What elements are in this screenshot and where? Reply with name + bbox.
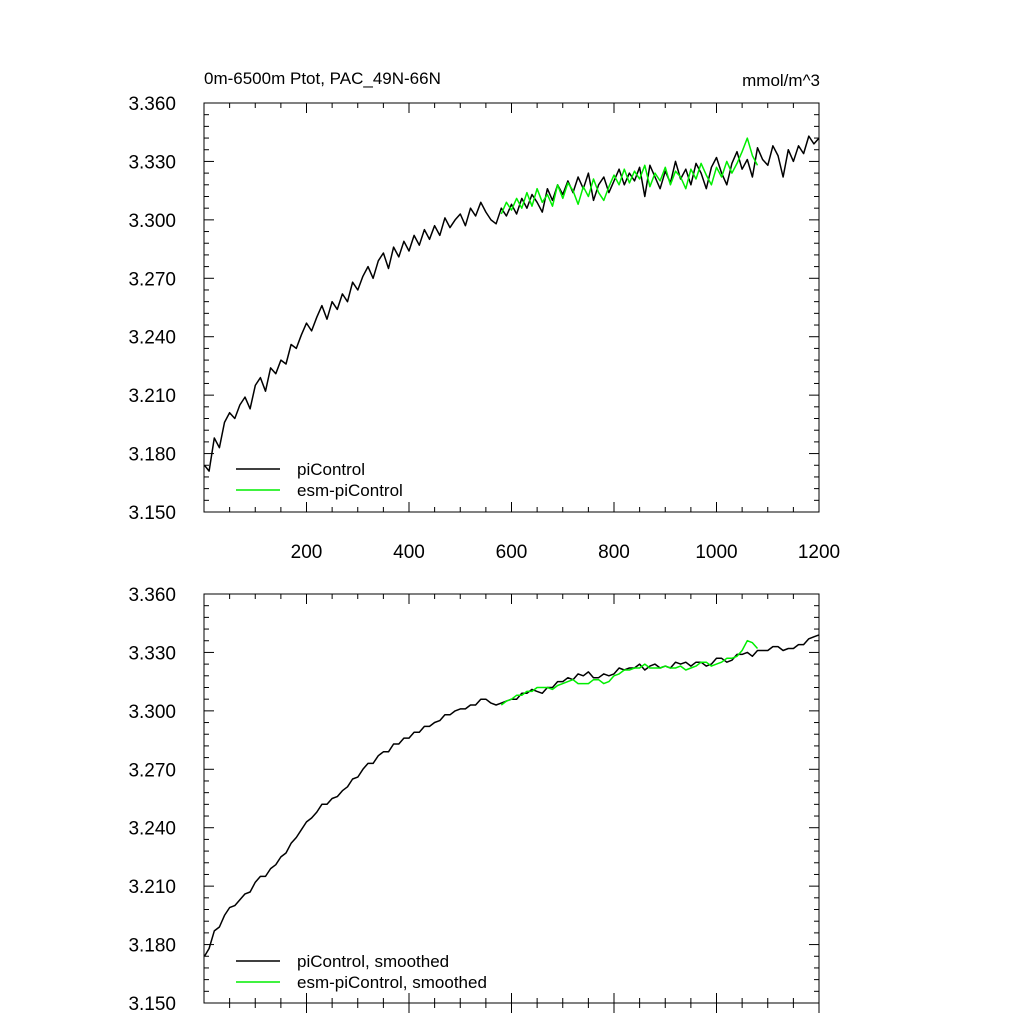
top-chart-panel: 3.150 3.180 3.210 3.240 3.270 3.300 3.330 3.360… [128, 94, 840, 563]
legend-label: piControl, smoothed [297, 952, 449, 971]
y-tick-label: 3.330 [128, 643, 176, 664]
y-tick-label: 3.150 [128, 503, 176, 524]
units-label: mmol/m^3 [742, 71, 820, 90]
x-tick-label: 1200 [798, 542, 840, 563]
y-tick-label: 3.300 [128, 211, 176, 232]
y-tick-label: 3.180 [128, 936, 176, 957]
x-tick-label: 600 [496, 542, 528, 563]
series-line-picontrol [203, 634, 820, 957]
y-tick-label: 3.270 [128, 760, 176, 781]
x-tick-label: 1000 [695, 542, 737, 563]
series-line-esm-picontrol [500, 639, 759, 706]
y-tick-label: 3.360 [128, 94, 176, 115]
y-tick-label: 3.210 [128, 386, 176, 407]
y-tick-label: 3.240 [128, 328, 176, 349]
series-line-picontrol [203, 135, 820, 472]
y-tick-label: 3.330 [128, 152, 176, 173]
y-tick-label: 3.210 [128, 877, 176, 898]
legend-label: piControl [297, 460, 365, 479]
legend-label: esm-piControl [297, 481, 403, 500]
y-tick-label: 3.300 [128, 702, 176, 723]
y-tick-label: 3.240 [128, 819, 176, 840]
y-tick-label: 3.180 [128, 445, 176, 466]
legend-label: esm-piControl, smoothed [297, 973, 487, 992]
x-tick-label: 200 [291, 542, 323, 563]
x-tick-label: 400 [393, 542, 425, 563]
plot-frame [203, 102, 820, 513]
plot-frame [203, 593, 820, 1004]
y-tick-label: 3.360 [128, 585, 176, 606]
bottom-chart-panel: 3.150 3.180 3.210 3.240 3.270 3.300 3.330 3.360… [128, 585, 820, 1015]
chart-title: 0m-6500m Ptot, PAC_49N-66N [204, 69, 441, 88]
x-tick-label: 800 [598, 542, 630, 563]
y-tick-label: 3.150 [128, 994, 176, 1015]
series-line-esm-picontrol [500, 137, 759, 215]
y-tick-label: 3.270 [128, 269, 176, 290]
